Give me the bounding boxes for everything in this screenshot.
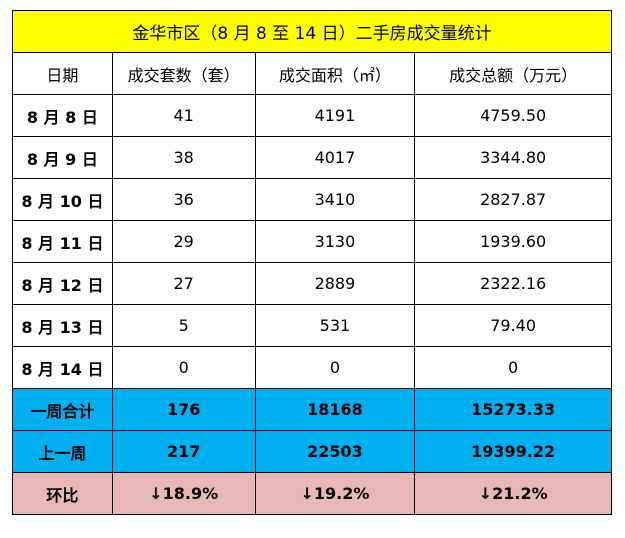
row-label: 8 月 11 日 [12,220,113,263]
cell: 2889 [254,262,416,305]
row-label: 8 月 12 日 [12,262,113,305]
cell: 成交套数（套） [111,52,256,95]
row-label: 日期 [12,52,113,95]
row-label: 环比 [12,472,113,515]
cell: 176 [111,388,256,431]
data-row: 8 月 10 日 36 3410 2827.87 [12,178,612,221]
cell: 531 [254,304,416,347]
row-label: 一周合计 [12,388,113,431]
row-label: 上一周 [12,430,113,473]
cell: 3344.80 [414,136,612,179]
header-row: 日期 成交套数（套） 成交面积（㎡） 成交总额（万元） [12,52,612,95]
cell: 成交面积（㎡） [254,52,416,95]
cell: 2827.87 [414,178,612,221]
summary-row: 上一周 217 22503 19399.22 [12,430,612,473]
cell: 15273.33 [414,388,612,431]
cell: 4759.50 [414,94,612,137]
data-row: 8 月 9 日 38 4017 3344.80 [12,136,612,179]
cell: 0 [111,346,256,389]
change-row: 环比 ↓18.9% ↓19.2% ↓21.2% [12,472,612,515]
row-label: 8 月 10 日 [12,178,113,221]
cell: 29 [111,220,256,263]
cell: 0 [414,346,612,389]
row-label: 8 月 13 日 [12,304,113,347]
data-row: 8 月 8 日 41 4191 4759.50 [12,94,612,137]
cell: 成交总额（万元） [414,52,612,95]
cell: 38 [111,136,256,179]
cell: 41 [111,94,256,137]
cell: 4191 [254,94,416,137]
table-body: 金华市区（8 月 8 至 14 日）二手房成交量统计 日期 成交套数（套） 成交面积… [12,10,612,515]
cell: 5 [111,304,256,347]
cell: 22503 [254,430,416,473]
cell: 79.40 [414,304,612,347]
cell: 4017 [254,136,416,179]
cell: ↓19.2% [254,472,416,515]
table-title: 金华市区（8 月 8 至 14 日）二手房成交量统计 [12,10,612,53]
data-row: 8 月 13 日 5 531 79.40 [12,304,612,347]
stats-table: 金华市区（8 月 8 至 14 日）二手房成交量统计 日期 成交套数（套） 成交面积… [12,10,612,515]
cell: 217 [111,430,256,473]
cell: 27 [111,262,256,305]
data-row: 8 月 12 日 27 2889 2322.16 [12,262,612,305]
cell: 36 [111,178,256,221]
cell: 18168 [254,388,416,431]
row-label: 8 月 14 日 [12,346,113,389]
cell: 1939.60 [414,220,612,263]
title-row: 金华市区（8 月 8 至 14 日）二手房成交量统计 [12,10,612,53]
cell: 19399.22 [414,430,612,473]
cell: ↓21.2% [414,472,612,515]
cell: 3130 [254,220,416,263]
cell: ↓18.9% [111,472,256,515]
summary-row: 一周合计 176 18168 15273.33 [12,388,612,431]
data-row: 8 月 11 日 29 3130 1939.60 [12,220,612,263]
cell: 0 [254,346,416,389]
cell: 2322.16 [414,262,612,305]
row-label: 8 月 9 日 [12,136,113,179]
cell: 3410 [254,178,416,221]
row-label: 8 月 8 日 [12,94,113,137]
